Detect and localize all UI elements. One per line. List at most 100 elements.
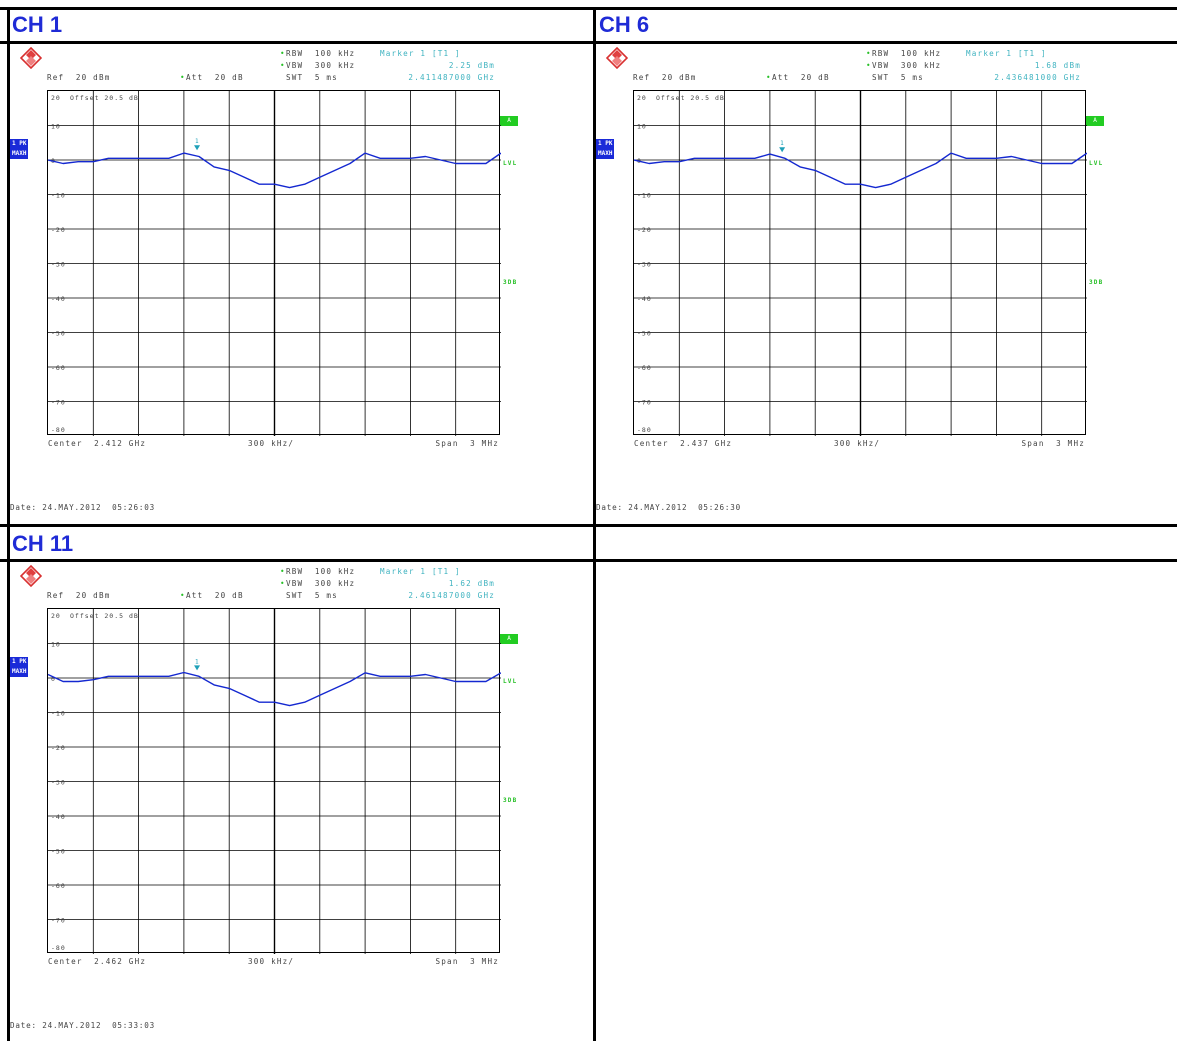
- marker-number: 1: [195, 138, 199, 145]
- frame-top-line: [0, 7, 1177, 10]
- analyzer-panel: • RBW 100 kHz • VBW 300 kHz SWT 5 ms Mar…: [10, 562, 592, 1040]
- marker-triangle-icon: [194, 145, 201, 151]
- y-tick-label: -30: [51, 779, 66, 787]
- marker-label: Marker 1 [T1 ]: [966, 49, 1047, 58]
- rbw-setting: RBW 100 kHz: [286, 567, 356, 576]
- y-tick-label: -20: [637, 226, 652, 234]
- badge-a: A: [500, 116, 518, 126]
- timestamp: Date: 24.MAY.2012 05:26:03: [10, 503, 156, 512]
- panel-title: CH 11: [12, 531, 74, 556]
- marker-frequency: 2.411487000 GHz: [408, 73, 495, 82]
- panel-title: CH 6: [599, 12, 650, 37]
- span: Span 3 MHz: [435, 439, 499, 448]
- marker-triangle-icon: [779, 147, 786, 153]
- timestamp: Date: 24.MAY.2012 05:33:03: [10, 1021, 156, 1030]
- y-tick-label: 20: [51, 612, 61, 620]
- trace-tag: 1 PK: [596, 139, 615, 149]
- badge-a: A: [500, 634, 518, 644]
- rbw-setting: RBW 100 kHz: [286, 49, 356, 58]
- marker-level: 1.62 dBm: [448, 579, 495, 588]
- analyzer-panel: • RBW 100 kHz • VBW 300 kHz SWT 5 ms Mar…: [596, 44, 1177, 522]
- reference-level: Ref 20 dBm: [47, 73, 111, 82]
- trace-line: [634, 152, 1087, 189]
- y-tick-label: -70: [51, 917, 66, 925]
- y-tick-label: -70: [637, 399, 652, 407]
- timestamp: Date: 24.MAY.2012 05:26:30: [596, 503, 742, 512]
- rbw-setting: RBW 100 kHz: [872, 49, 942, 58]
- rbw-bullet: •: [280, 567, 286, 576]
- marker-level: 1.68 dBm: [1034, 61, 1081, 70]
- rbw-bullet: •: [280, 49, 286, 58]
- y-tick-label: 10: [51, 641, 61, 649]
- reference-level: Ref 20 dBm: [633, 73, 697, 82]
- y-tick-label: -60: [51, 882, 66, 890]
- y-tick-label: -80: [51, 426, 66, 434]
- frame-header-line-2: [0, 559, 1177, 562]
- trace-mode: MAXH: [10, 149, 29, 159]
- marker-number: 1: [780, 140, 784, 147]
- y-tick-label: 0: [51, 675, 56, 683]
- vbw-bullet: •: [280, 579, 286, 588]
- vbw-bullet: •: [866, 61, 872, 70]
- offset-label: Offset 20.5 dB: [656, 94, 725, 102]
- y-tick-label: -20: [51, 744, 66, 752]
- frame-header-line: [0, 41, 1177, 44]
- rohde-schwarz-logo-icon: [606, 47, 628, 69]
- center-frequency: Center 2.462 GHz: [48, 957, 147, 966]
- marker-level: 2.25 dBm: [448, 61, 495, 70]
- badge-a: A: [1086, 116, 1104, 126]
- plot-area: 20 10 0 -10 -20 -30 -40 -50 -60 -70 -80 Offset 20.5…: [47, 608, 501, 954]
- y-tick-label: -80: [637, 426, 652, 434]
- y-tick-label: -50: [51, 848, 66, 856]
- y-tick-label: -40: [51, 295, 66, 303]
- trace-mode: MAXH: [596, 149, 615, 159]
- badge-lvl: LVL: [503, 160, 518, 167]
- att-bullet: •: [766, 73, 772, 82]
- attenuation: Att 20 dB: [186, 73, 244, 82]
- marker-triangle-icon: [194, 665, 201, 671]
- badge-3db: 3DB: [503, 279, 518, 286]
- y-tick-label: -10: [51, 192, 66, 200]
- span-per-division: 300 kHz/: [248, 957, 295, 966]
- plot-area: 20 10 0 -10 -20 -30 -40 -50 -60 -70 -80 Offset 20.5…: [47, 90, 501, 436]
- y-tick-label: -60: [637, 364, 652, 372]
- trace-tag: 1 PK: [10, 657, 29, 667]
- swt-setting: SWT 5 ms: [872, 73, 924, 82]
- y-tick-label: -50: [637, 330, 652, 338]
- y-tick-label: -40: [51, 813, 66, 821]
- y-tick-label: -70: [51, 399, 66, 407]
- frame-left-line: [7, 7, 10, 1041]
- reference-level: Ref 20 dBm: [47, 591, 111, 600]
- y-tick-label: 10: [51, 123, 61, 131]
- marker-frequency: 2.436481000 GHz: [994, 73, 1081, 82]
- marker-number: 1: [195, 658, 199, 665]
- offset-label: Offset 20.5 dB: [70, 612, 139, 620]
- y-tick-label: -80: [51, 944, 66, 952]
- marker-label: Marker 1 [T1 ]: [380, 49, 461, 58]
- center-frequency: Center 2.412 GHz: [48, 439, 147, 448]
- rbw-bullet: •: [866, 49, 872, 58]
- marker-label: Marker 1 [T1 ]: [380, 567, 461, 576]
- span-per-division: 300 kHz/: [248, 439, 295, 448]
- swt-setting: SWT 5 ms: [286, 591, 338, 600]
- trace-line: [48, 152, 501, 189]
- frame-middle-line: [0, 524, 1177, 527]
- badge-3db: 3DB: [1089, 279, 1104, 286]
- badge-lvl: LVL: [503, 678, 518, 685]
- y-tick-label: -30: [637, 261, 652, 269]
- marker-frequency: 2.461487000 GHz: [408, 591, 495, 600]
- y-tick-label: -20: [51, 226, 66, 234]
- y-tick-label: -30: [51, 261, 66, 269]
- span-per-division: 300 kHz/: [834, 439, 881, 448]
- span: Span 3 MHz: [435, 957, 499, 966]
- y-tick-label: 20: [51, 94, 61, 102]
- att-bullet: •: [180, 73, 186, 82]
- y-tick-label: -50: [51, 330, 66, 338]
- analyzer-panel: • RBW 100 kHz • VBW 300 kHz SWT 5 ms Mar…: [10, 44, 592, 522]
- y-tick-label: 10: [637, 123, 647, 131]
- y-tick-label: 20: [637, 94, 647, 102]
